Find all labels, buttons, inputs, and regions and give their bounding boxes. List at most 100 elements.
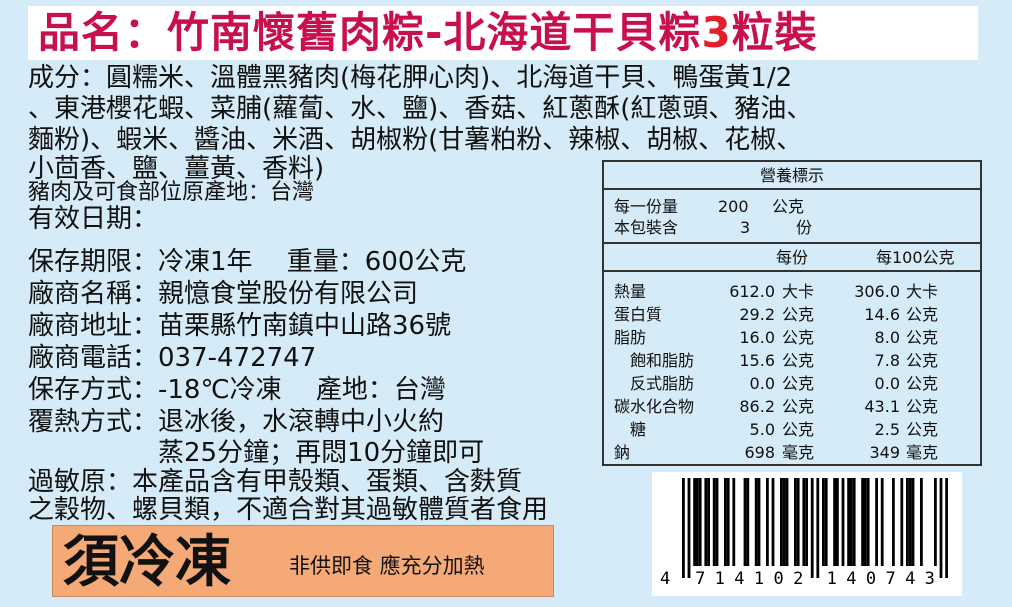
- col-per-100g: 每100公克: [876, 248, 955, 267]
- barcode-bar: [724, 478, 727, 566]
- barcode-bar: [805, 478, 808, 566]
- per-100g-unit: 公克: [906, 397, 939, 416]
- per-serving-value: 698: [744, 443, 775, 462]
- title-suffix: 粒裝: [731, 8, 818, 57]
- barcode-bar: [824, 478, 828, 566]
- per-100g-value: 7.8: [874, 351, 900, 370]
- barcode-bar: [743, 478, 747, 566]
- nutrient-name: 鈉: [614, 443, 631, 462]
- barcode-bar: [687, 478, 691, 578]
- barcode-bar: [715, 478, 719, 566]
- nutrition-row: 飽和脂肪 15.6 公克 7.8 公克: [614, 349, 980, 372]
- per-100g-unit: 大卡: [906, 282, 939, 301]
- nutrition-row: 脂肪 16.0 公克 8.0 公克: [614, 326, 980, 349]
- expiry: 有效日期：: [28, 204, 159, 234]
- ingredients-line: 麵粉)、蝦米、醬油、米酒、胡椒粉(甘薯粕粉、辣椒、胡椒、花椒、: [28, 125, 803, 155]
- barcode-bar: [696, 478, 699, 566]
- barcode-bar: [847, 478, 850, 566]
- barcode-digit: 4: [905, 569, 915, 589]
- barcode-bar: [892, 478, 895, 566]
- barcode-digit: 0: [773, 569, 783, 589]
- title-count: 3: [701, 8, 732, 57]
- barcode-bar: [698, 478, 702, 566]
- barcode-bar: [911, 478, 915, 566]
- barcode-bar: [900, 478, 904, 566]
- nutrient-name: 反式脂肪: [614, 374, 695, 393]
- barcode-bar: [852, 478, 856, 566]
- barcode-bar: [785, 478, 789, 566]
- nutrient-name: 飽和脂肪: [614, 351, 695, 370]
- info-line: 保存方式：-18℃冷凍 產地：台灣: [28, 375, 446, 405]
- barcode-bar: [836, 478, 839, 566]
- per-100g-unit: 公克: [906, 374, 939, 393]
- per-100g-unit: 毫克: [906, 443, 939, 462]
- barcode-bar: [704, 478, 708, 566]
- barcode-bar: [766, 478, 769, 566]
- per-serving-value: 15.6: [739, 351, 775, 370]
- ingredients-line: 成分：圓糯米、溫體黑豬肉(梅花胛心肉)、北海道干貝、鴨蛋黃1/2: [28, 63, 793, 93]
- barcode-bar: [712, 478, 716, 566]
- barcode-bar: [732, 478, 736, 566]
- frozen-warning: 須冷凍 非供即食 應充分加熱: [52, 525, 554, 597]
- barcode-digit: 4: [660, 569, 670, 589]
- barcode-digit: 2: [793, 569, 803, 589]
- per-serving-unit: 毫克: [782, 443, 815, 462]
- barcode-digit: 1: [754, 569, 764, 589]
- barcode-bar: [939, 478, 943, 578]
- nutrient-name: 熱量: [614, 282, 647, 301]
- nutrient-name: 脂肪: [614, 328, 647, 347]
- barcode-bar: [782, 478, 786, 566]
- per-100g-unit: 公克: [906, 351, 939, 370]
- servings-label: 本包裝含: [614, 218, 679, 237]
- per-100g-unit: 公克: [906, 420, 939, 439]
- info-line: 廠商電話：037-472747: [28, 343, 317, 373]
- barcode-bar: [934, 478, 937, 566]
- nutrition-row: 熱量 612.0 大卡 306.0 大卡: [614, 280, 980, 303]
- info-line: 蒸25分鐘；再悶10分鐘即可: [28, 438, 485, 468]
- per-100g-value: 306.0: [854, 282, 900, 301]
- barcode-bar: [875, 478, 878, 566]
- per-serving-unit: 公克: [782, 305, 815, 324]
- per-serving-value: 86.2: [739, 397, 775, 416]
- info-line: 廠商名稱：親憶食堂股份有限公司: [28, 279, 419, 309]
- per-serving-value: 612.0: [729, 282, 775, 301]
- barcode-digit: 1: [827, 569, 837, 589]
- barcode-bar: [816, 478, 820, 578]
- per-serving-unit: 公克: [782, 328, 815, 347]
- barcode-bar: [693, 478, 696, 566]
- barcode-bar: [746, 478, 750, 566]
- per-serving-unit: 公克: [782, 351, 815, 370]
- col-per-serving: 每份: [776, 248, 809, 267]
- barcode-digit: 0: [866, 569, 876, 589]
- barcode-bar: [908, 478, 912, 566]
- barcode-bar: [866, 478, 870, 566]
- barcode-bar: [707, 478, 710, 566]
- nutrition-header: 營養標示: [604, 162, 980, 190]
- barcode-digit: 3: [925, 569, 935, 589]
- barcode-bar: [864, 478, 867, 566]
- per-serving-value: 16.0: [739, 328, 775, 347]
- barcode-bar: [810, 478, 814, 578]
- barcode-bar: [920, 478, 923, 566]
- barcode-bar: [754, 478, 758, 566]
- warning-sub: 非供即食 應充分加熱: [289, 554, 485, 578]
- barcode-bar: [861, 478, 864, 566]
- per-100g-value: 2.5: [874, 420, 900, 439]
- nutrition-row: 糖 5.0 公克 2.5 公克: [614, 418, 980, 441]
- barcode-digit: 4: [734, 569, 744, 589]
- per-serving-value: 29.2: [739, 305, 775, 324]
- barcode-bar: [802, 478, 806, 566]
- per-100g-value: 0.0: [874, 374, 900, 393]
- per-serving-unit: 公克: [782, 420, 815, 439]
- nutrition-row: 反式脂肪 0.0 公克 0.0 公克: [614, 372, 980, 395]
- barcode-bar: [796, 478, 800, 566]
- per-100g-unit: 公克: [906, 328, 939, 347]
- barcode-bar: [726, 478, 730, 566]
- nutrition-row: 碳水化合物 86.2 公克 43.1 公克: [614, 395, 980, 418]
- barcode-bar: [906, 478, 909, 566]
- barcode-bar: [841, 478, 845, 566]
- per-serving-value: 0.0: [749, 374, 775, 393]
- product-title: 品名：竹南懷舊肉粽-北海道干貝粽3粒裝: [28, 6, 978, 60]
- serving-value: 200: [718, 197, 749, 216]
